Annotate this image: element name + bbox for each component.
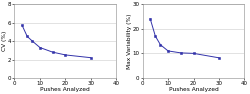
X-axis label: Pushes Analyzed: Pushes Analyzed: [169, 87, 218, 92]
Y-axis label: Max Variability (%): Max Variability (%): [127, 13, 132, 69]
Y-axis label: CV (%): CV (%): [2, 31, 7, 51]
X-axis label: Pushes Analyzed: Pushes Analyzed: [40, 87, 90, 92]
